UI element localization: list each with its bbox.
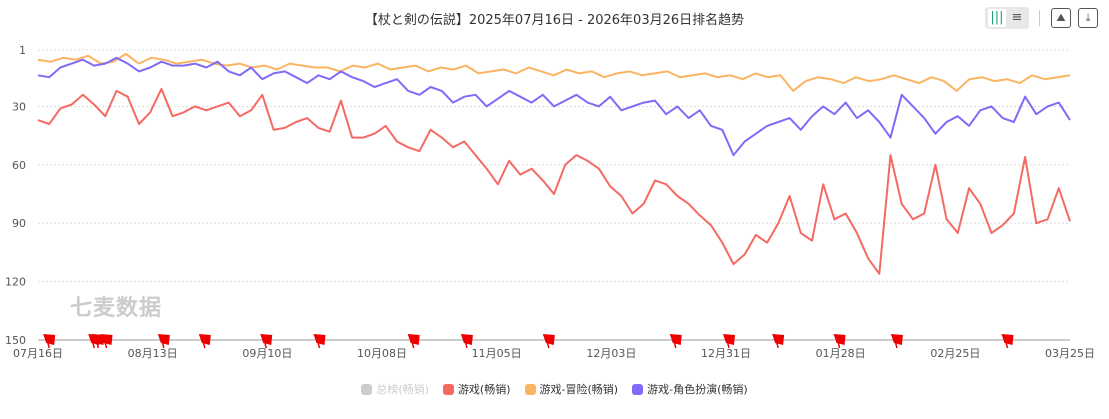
chart-title: 【杖と剣の伝説】2025年07月16日 - 2026年03月26日排名趋势: [364, 13, 745, 28]
x-tick-label: 12月03日: [586, 347, 636, 360]
bar-chart-icon[interactable]: |||: [988, 9, 1006, 27]
legend-label: 总榜(畅销): [376, 383, 429, 396]
legend-swatch: [632, 383, 644, 395]
y-tick-label: 120: [5, 276, 26, 289]
x-tick-label: 03月25日: [1045, 347, 1095, 360]
event-flag-icon: [833, 334, 846, 345]
event-flag-icon: [43, 334, 56, 345]
event-flag-icon: [198, 334, 211, 345]
legend-label: 游戏(畅销): [457, 383, 511, 396]
legend-item[interactable]: 游戏-角色扮演(畅销): [632, 381, 748, 397]
event-flag-icon: [313, 334, 326, 345]
series-line: [37, 87, 1071, 275]
list-icon[interactable]: ≡: [1011, 10, 1023, 25]
event-flag-icon: [1001, 334, 1014, 345]
event-flag-icon: [100, 334, 113, 345]
x-tick-label: 08月13日: [128, 347, 178, 360]
x-tick-label: 12月31日: [701, 347, 751, 360]
x-tick-label: 02月25日: [930, 347, 980, 360]
event-flag-icon: [157, 334, 170, 345]
x-tick-label: 11月05日: [472, 347, 522, 360]
event-flag-icon: [890, 334, 903, 345]
x-tick-label: 09月10日: [242, 347, 292, 360]
legend-swatch: [361, 383, 373, 395]
toolbar-divider: [1039, 10, 1040, 26]
event-flag-icon: [460, 334, 473, 345]
legend-swatch: [524, 383, 536, 395]
event-flag-icon: [723, 334, 735, 345]
y-tick-label: 30: [12, 100, 26, 113]
legend-swatch: [442, 383, 454, 395]
series-line: [37, 56, 1071, 157]
legend: 总榜(畅销) 游戏(畅销) 游戏-冒险(畅销) 游戏-角色扮演(畅销): [0, 381, 1109, 397]
y-tick-label: 60: [12, 159, 26, 172]
y-tick-label: 1: [19, 44, 26, 57]
legend-item[interactable]: 总榜(畅销): [361, 381, 429, 397]
event-flag-icon: [92, 334, 105, 345]
legend-label: 游戏-角色扮演(畅销): [647, 383, 748, 396]
x-tick-label: 01月28日: [816, 347, 866, 360]
event-flag-icon: [260, 334, 273, 345]
watermark: 七麦数据: [70, 296, 163, 321]
series-line: [37, 52, 1071, 92]
x-tick-label: 07月16日: [13, 347, 63, 360]
legend-label: 游戏-冒险(畅销): [539, 383, 619, 396]
download-icon[interactable]: ⤓: [1078, 8, 1098, 28]
x-tick-label: 10月08日: [357, 347, 407, 360]
y-tick-label: 90: [12, 217, 26, 230]
legend-item[interactable]: 游戏(畅销): [442, 381, 511, 397]
event-flag-icon: [669, 334, 682, 345]
event-flag-icon: [407, 334, 420, 345]
save-image-icon[interactable]: ⛰: [1051, 8, 1071, 28]
view-toggle[interactable]: ||| ≡: [985, 7, 1029, 29]
legend-item[interactable]: 游戏-冒险(畅销): [524, 381, 619, 397]
y-tick-label: 150: [5, 334, 26, 347]
event-flag-icon: [542, 334, 555, 345]
event-flag-icon: [772, 334, 785, 345]
